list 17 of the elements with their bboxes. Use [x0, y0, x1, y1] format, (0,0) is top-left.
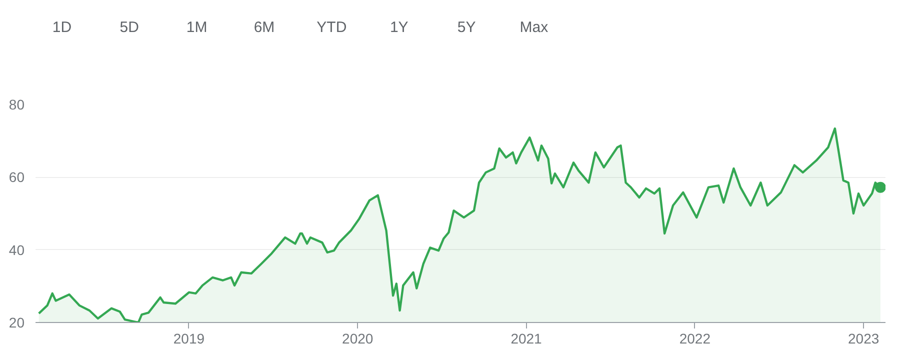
- y-tick-label: 80: [8, 96, 25, 112]
- x-tick-label: 2023: [848, 330, 880, 346]
- x-tick-label: 2022: [679, 330, 711, 346]
- y-tick-label: 40: [8, 242, 25, 258]
- text: 1M: [186, 19, 208, 36]
- x-tick-label: 2019: [173, 330, 205, 346]
- text: Max: [520, 19, 549, 36]
- y-tick-label: 20: [8, 314, 25, 330]
- x-tick-label: 2021: [510, 330, 542, 346]
- text: YTD: [316, 19, 347, 36]
- text: 1D: [52, 19, 72, 36]
- text: 5D: [120, 19, 140, 36]
- text: 1Y: [390, 19, 408, 36]
- y-tick-label: 60: [8, 169, 25, 186]
- text: 6M: [254, 19, 275, 36]
- x-tick-label: 2020: [342, 330, 374, 346]
- text: 5Y: [457, 19, 476, 36]
